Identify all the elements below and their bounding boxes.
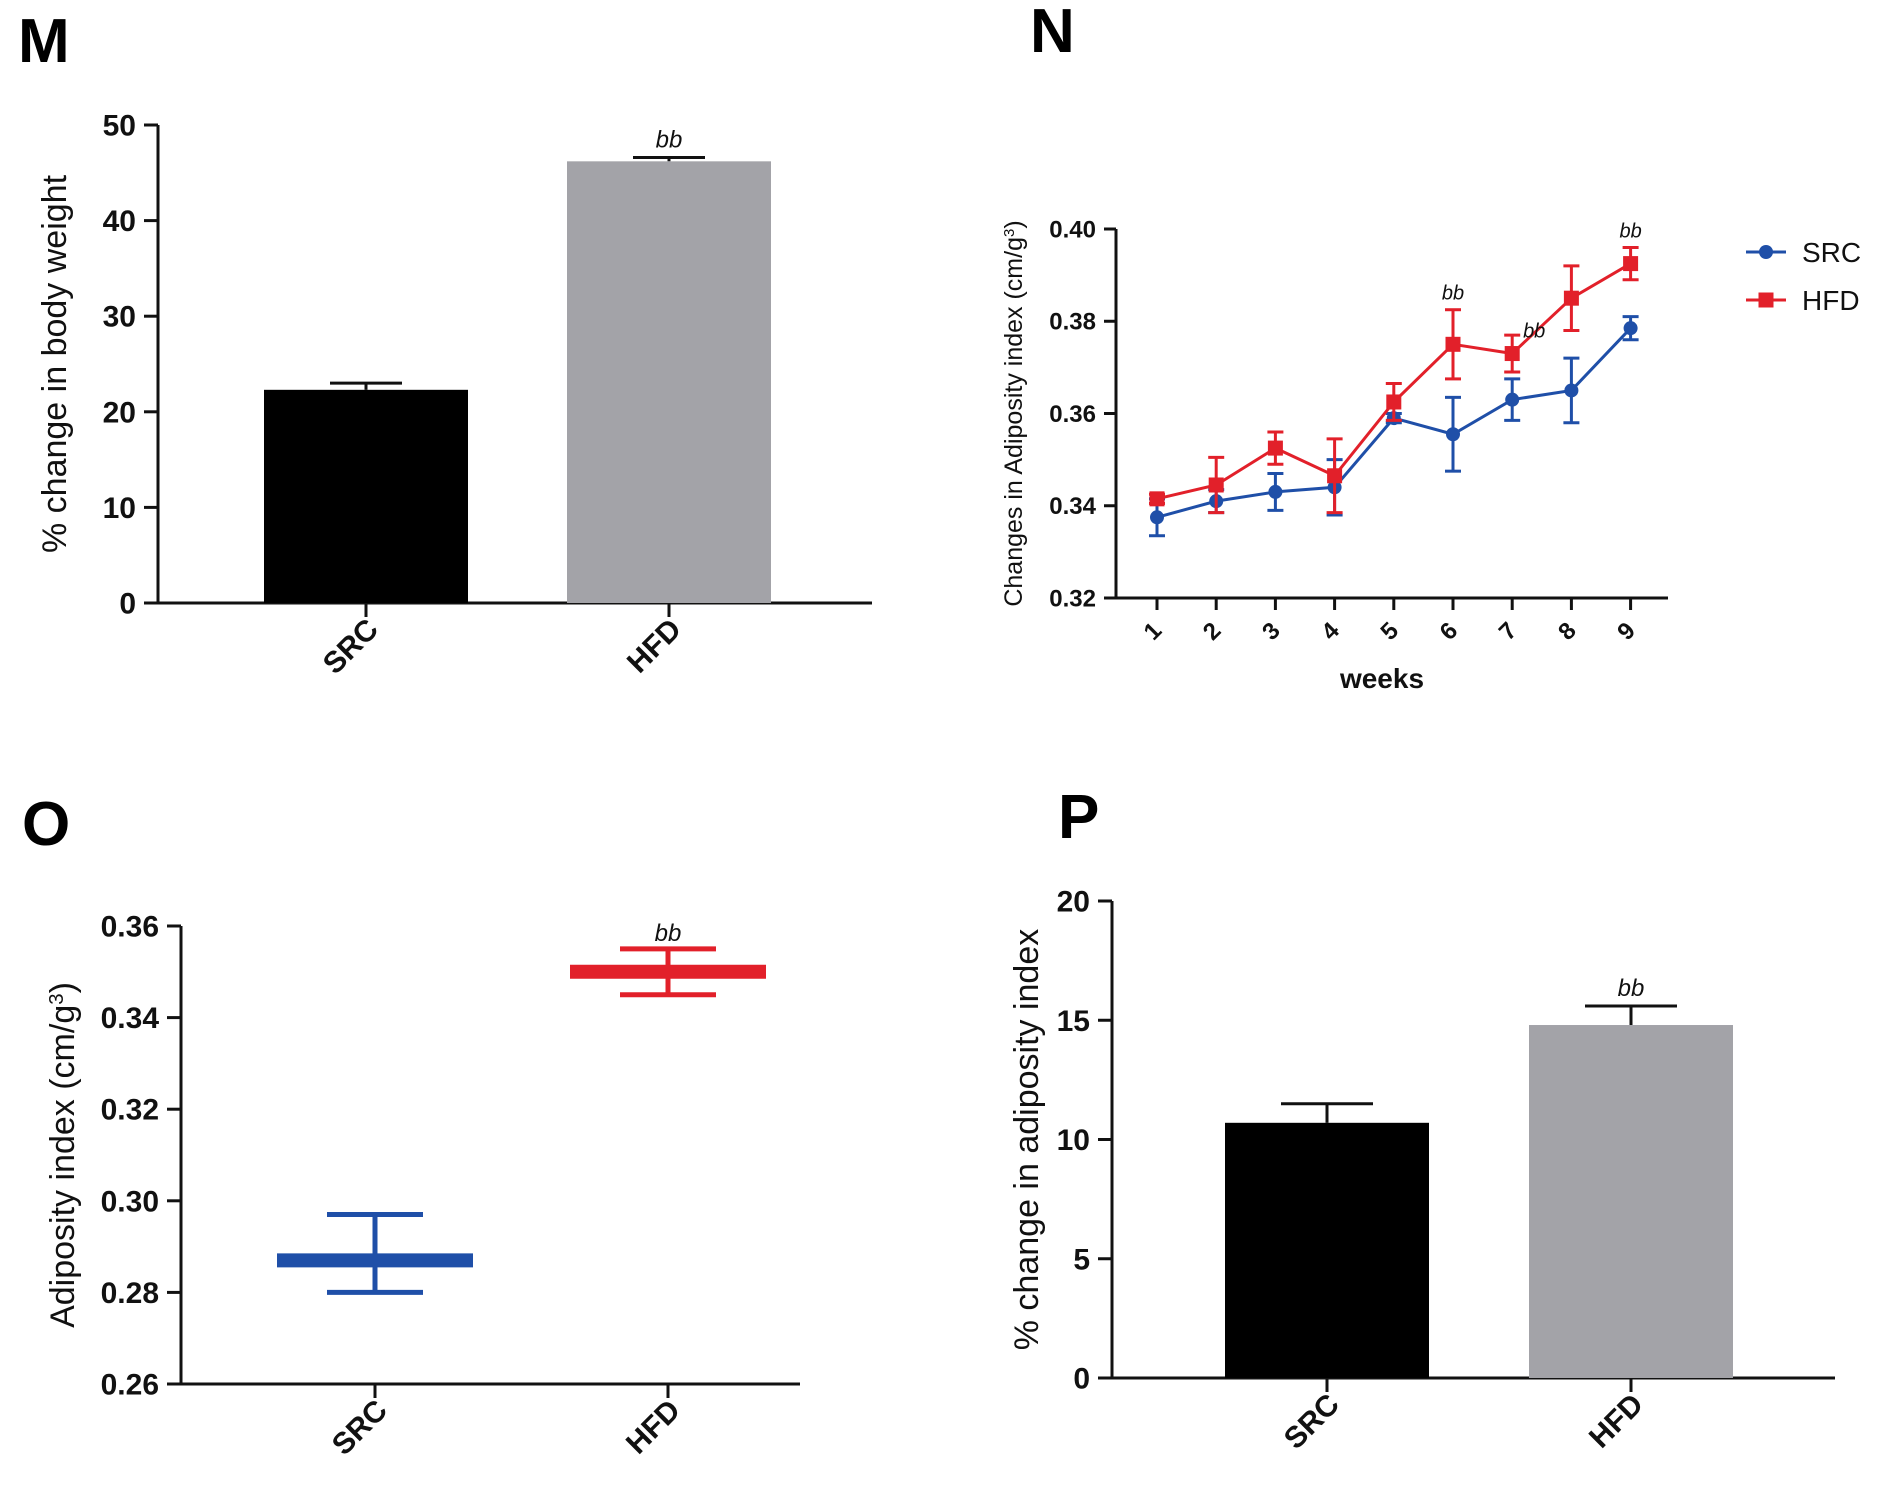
panel-o-y-axis-title-end: ) [44, 982, 82, 993]
panel-m-bar-chart: 0 10 20 30 40 50 % change in body weight bb SRC H… [36, 110, 872, 681]
panel-n-x-tick-label: 6 [1435, 617, 1464, 646]
panel-n-x-tick-label: 4 [1316, 617, 1345, 646]
panel-m-bar-hfd [567, 161, 771, 603]
panel-o-category-label-hfd: HFD [620, 1394, 687, 1461]
panel-m-annotation-hfd: bb [656, 127, 683, 154]
panel-n-x-tick-label: 8 [1553, 617, 1582, 646]
panel-o-y-tick-label: 0.34 [101, 1002, 160, 1035]
panel-n-series-hfd-point [1327, 468, 1343, 484]
panel-p-annotation-hfd: bb [1618, 975, 1645, 1002]
panel-letter-m: M [18, 7, 70, 76]
panel-o-y-axis-title: Adiposity index (cm/g3) [44, 982, 82, 1328]
panel-n-x-tick-label: 7 [1494, 617, 1523, 646]
panel-n-x-tick-label: 2 [1198, 617, 1227, 646]
panel-o-y-tick-label: 0.26 [101, 1369, 159, 1402]
panel-n-y-tick-label: 0.40 [1049, 216, 1096, 243]
panel-n-series-hfd-point [1623, 256, 1639, 272]
panel-n-x-tick-label: 5 [1376, 617, 1405, 646]
panel-letter-n: N [1030, 0, 1075, 66]
panel-m-y-tick-label: 50 [103, 110, 136, 143]
panel-m-y-tick-label: 10 [103, 492, 136, 525]
panel-o-y-tick-label: 0.28 [101, 1277, 159, 1310]
panel-n-series-src-point [1150, 510, 1164, 525]
panel-o-y-tick-label: 0.30 [101, 1185, 159, 1218]
panel-n-series-src-legend-marker [1759, 245, 1773, 259]
panel-p-category-label-src: SRC [1278, 1388, 1346, 1456]
panel-n-series-hfd-legend-marker [1758, 292, 1774, 308]
panel-o-y-tick-label: 0.36 [101, 911, 159, 944]
panel-letter-o: O [22, 790, 70, 859]
panel-letter-p: P [1058, 783, 1099, 852]
panel-m-y-tick-label: 30 [103, 301, 136, 334]
panel-n-series-src-point [1505, 392, 1520, 407]
panel-p-y-tick-label: 0 [1073, 1363, 1090, 1396]
panel-n-series-hfd-point [1208, 477, 1224, 493]
panel-n-series-hfd-point [1267, 440, 1283, 456]
panel-n-series-hfd-line [1156, 262, 1632, 501]
panel-n-series-hfd-point [1504, 346, 1520, 362]
panel-m-y-axis-title-text: % change in body weight [36, 174, 74, 553]
panel-n-series-src-point [1446, 427, 1460, 442]
panel-n-y-axis-title-end: ) [1000, 220, 1028, 228]
panel-n-series-hfd-point [1149, 491, 1165, 507]
panel-n-series-src-legend-label: SRC [1802, 237, 1861, 268]
panel-o-annotation-hfd: bb [655, 920, 682, 947]
panel-o-category-label-src: SRC [326, 1394, 394, 1462]
panel-n-y-axis-title-text: Changes in Adiposity index (cm/g [1000, 237, 1028, 607]
panel-n-x-tick-label: 1 [1139, 617, 1168, 646]
panel-o-y-axis-title-text: Adiposity index (cm/g [44, 1005, 82, 1328]
panel-n-y-axis-title-superscript: 3 [1001, 229, 1018, 237]
panel-n-annotation: bb [1523, 320, 1545, 342]
panel-n-series-hfd-point [1563, 290, 1579, 306]
panel-n-annotation: bb [1619, 220, 1641, 242]
panel-n-x-tick-label: 9 [1612, 617, 1641, 646]
panel-n-y-tick-label: 0.32 [1049, 585, 1096, 612]
panel-p-y-axis-title: % change in adiposity index [1008, 929, 1046, 1351]
panel-m-category-label-src: SRC [317, 613, 385, 681]
panel-n-y-tick-label: 0.36 [1049, 401, 1096, 428]
panel-n-series-hfd-legend-label: HFD [1802, 285, 1860, 316]
panel-p-bar-src [1225, 1122, 1429, 1378]
panel-n-x-axis-title: weeks [1339, 663, 1424, 694]
panel-n-y-axis-title: Changes in Adiposity index (cm/g3) [1000, 220, 1028, 606]
panel-n-series-hfd-point [1445, 336, 1461, 352]
panel-m-y-tick-label: 40 [103, 205, 136, 238]
panel-m-bar-src [264, 389, 468, 603]
panel-o-y-tick-label: 0.32 [101, 1094, 159, 1127]
panel-p-y-tick-label: 5 [1073, 1243, 1090, 1276]
panel-n-line-chart: 0.32 0.34 0.36 0.38 0.40 Changes in Adiposity… [1000, 216, 1861, 694]
panel-p-y-tick-label: 15 [1057, 1005, 1090, 1038]
panel-n-annotation: bb [1442, 283, 1464, 305]
panel-o-mean-error-plot: 0.26 0.28 0.30 0.32 0.34 0.36 Adiposity index … [44, 911, 800, 1462]
panel-m-y-tick-label: 20 [103, 396, 136, 429]
panel-n-series-src-point [1564, 383, 1579, 398]
panel-m-category-label-hfd: HFD [621, 613, 688, 680]
panel-m-y-axis-title: % change in body weight [36, 174, 74, 553]
panel-n-y-tick-label: 0.38 [1049, 309, 1096, 336]
panel-n-y-tick-label: 0.34 [1049, 493, 1096, 520]
panel-n-x-tick-label: 3 [1257, 617, 1286, 646]
panel-p-bar-chart: 0 5 10 15 20 % change in adiposity index bb SRC… [1008, 886, 1835, 1456]
panel-n-series-src-point [1623, 321, 1638, 336]
panel-o-y-axis-title-superscript: 3 [46, 993, 68, 1004]
panel-m-y-tick-label: 0 [119, 588, 136, 621]
panel-n-series-hfd-point [1386, 394, 1402, 410]
panel-p-bar-hfd [1529, 1025, 1733, 1378]
panel-p-category-label-hfd: HFD [1583, 1388, 1650, 1455]
panel-p-y-tick-label: 10 [1057, 1124, 1090, 1157]
panel-p-y-axis-title-text: % change in adiposity index [1008, 929, 1046, 1351]
panel-p-y-tick-label: 20 [1057, 886, 1090, 919]
panel-n-series-src-point [1268, 484, 1283, 499]
